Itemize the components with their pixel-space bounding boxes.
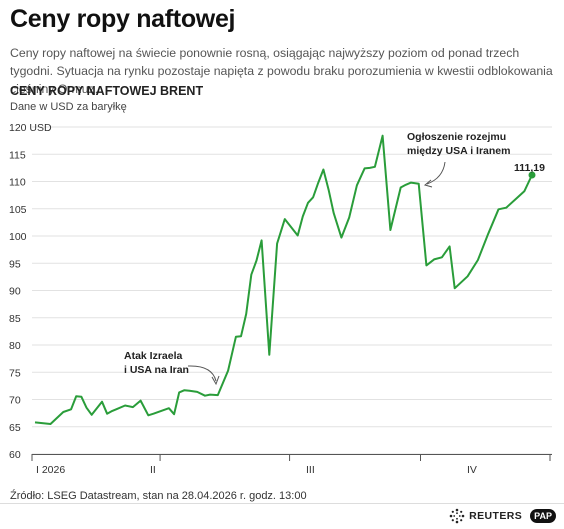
- y-tick-label: 90: [9, 286, 21, 298]
- x-tick-label: III: [306, 464, 315, 476]
- annotation-attack-arrowhead: [211, 375, 220, 386]
- y-tick-label: 120 USD: [9, 122, 52, 134]
- lead-text: Ceny ropy naftowej na świecie ponownie r…: [10, 46, 553, 96]
- y-tick-label: 70: [9, 395, 21, 407]
- last-value-dot: [528, 171, 536, 179]
- page-title: Ceny ropy naftowej: [10, 5, 236, 33]
- pap-logo: PAP: [530, 509, 556, 523]
- x-tick-label: I 2026: [36, 464, 65, 476]
- annotation-ceasefire-label: między USA i Iranem: [407, 145, 510, 157]
- chart-title: CENY ROPY NAFTOWEJ BRENT: [10, 84, 204, 98]
- y-tick-label: 60: [9, 449, 21, 461]
- annotation-ceasefire-arrowhead: [423, 179, 433, 188]
- reuters-logo-icon: [449, 508, 465, 524]
- chart-subtitle: Dane w USD za baryłkę: [10, 101, 127, 113]
- y-tick-label: 110: [9, 177, 26, 189]
- y-tick-label: 80: [9, 340, 21, 352]
- source-note: Źródło: LSEG Datastream, stan na 28.04.2…: [10, 490, 307, 502]
- x-tick-label: IV: [467, 464, 477, 476]
- y-tick-label: 105: [9, 204, 27, 216]
- line-chart: 120 USD 115 110 105 100 95 90 85 80 75 70 65 60 I 202…: [9, 122, 552, 476]
- y-tick-label: 95: [9, 258, 21, 270]
- y-tick-label: 85: [9, 313, 21, 325]
- price-line: [34, 134, 533, 425]
- reuters-logo-text: REUTERS: [469, 510, 523, 522]
- y-tick-label: 100: [9, 231, 27, 243]
- annotation-attack-arrow: [187, 365, 217, 382]
- footer-divider: [0, 503, 564, 504]
- annotation-ceasefire-arrow: [426, 161, 446, 185]
- last-value-label: 111,19: [514, 162, 545, 174]
- annotation-attack-label: Atak Izraela: [124, 350, 183, 362]
- x-tick-label: II: [150, 464, 156, 476]
- brand-block: REUTERS PAP: [449, 508, 556, 524]
- annotation-attack-label: i USA na Iran: [124, 364, 189, 376]
- y-tick-label: 65: [9, 422, 21, 434]
- y-tick-label: 115: [9, 149, 26, 161]
- y-tick-label: 75: [9, 367, 21, 379]
- annotation-ceasefire-label: Ogłoszenie rozejmu: [407, 131, 506, 143]
